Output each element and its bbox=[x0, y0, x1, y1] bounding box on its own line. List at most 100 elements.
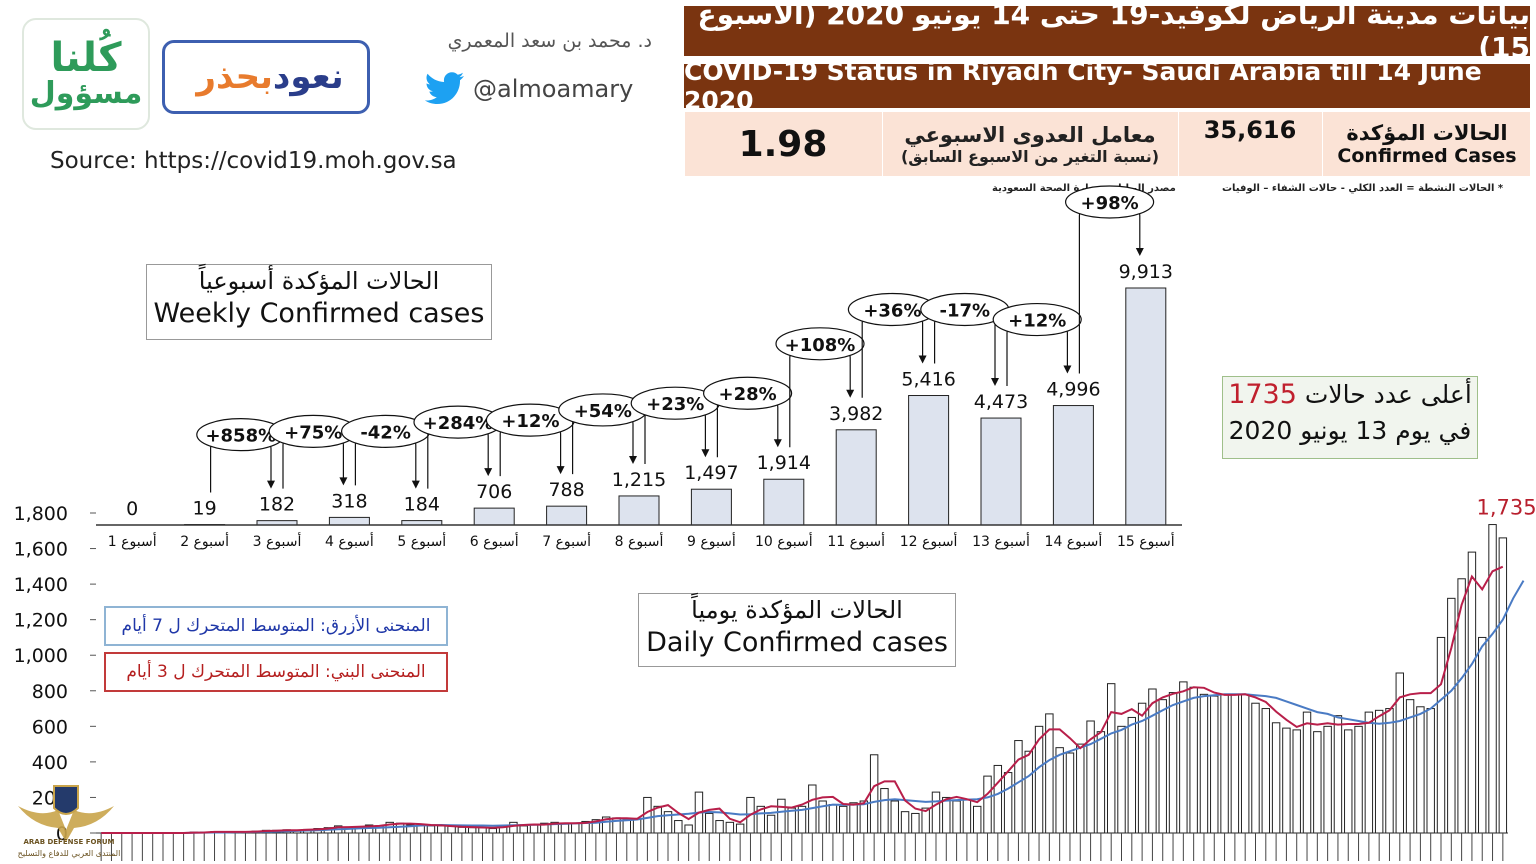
daily-bar bbox=[859, 800, 869, 834]
pct-change-arrowhead bbox=[411, 480, 420, 489]
weekly-value-label: 5,416 bbox=[901, 369, 955, 391]
daily-bar bbox=[1323, 725, 1332, 834]
daily-bar bbox=[1251, 702, 1260, 834]
daily-title-en: Daily Confirmed cases bbox=[646, 627, 948, 658]
logo1-line1: كُلنا bbox=[50, 35, 122, 81]
pct-change-label: +98% bbox=[1081, 193, 1139, 214]
weekly-bar bbox=[546, 505, 588, 526]
daily-bar bbox=[1106, 683, 1116, 834]
daily-bar bbox=[828, 804, 838, 834]
weekly-category-label: أسبوع 2 bbox=[180, 532, 229, 550]
confirmed-cases-label-ar: الحالات المؤكدة bbox=[1346, 121, 1508, 145]
weekly-category-label: أسبوع 9 bbox=[687, 532, 736, 550]
factor-value-cell: 1.98 bbox=[684, 112, 881, 176]
confirmed-label-cell: الحالات المؤكدة Confirmed Cases bbox=[1322, 112, 1531, 176]
daily-bar bbox=[1096, 731, 1106, 834]
weekly-value-label: 0 bbox=[126, 498, 138, 520]
pct-change-bubble bbox=[1064, 185, 1155, 219]
y-tick-label: 600 bbox=[32, 716, 68, 738]
watermark-arabic: المنتدى العربي للدفاع والتسليح bbox=[17, 849, 121, 858]
factor-label-cell: معامل العدوى الاسبوعي (نسبة التغير من ال… bbox=[882, 112, 1177, 176]
twitter-account[interactable]: @almoamary bbox=[425, 72, 633, 106]
pct-change-arrowhead bbox=[701, 449, 710, 458]
daily-bar bbox=[1467, 551, 1477, 834]
pct-change-label: +36% bbox=[863, 301, 921, 322]
weekly-category-label: أسبوع 10 bbox=[755, 532, 813, 550]
y-tick-label: 1,800 bbox=[14, 503, 68, 525]
daily-bar bbox=[1189, 686, 1198, 834]
pct-change-arrowhead bbox=[629, 455, 637, 464]
peak-line1-prefix: أعلى عدد حالات bbox=[1304, 380, 1472, 409]
daily-bars: 1,735 bbox=[100, 496, 1536, 861]
weekly-bar bbox=[763, 478, 805, 526]
pct-change-arrowhead bbox=[918, 355, 927, 364]
weekly-category-label: أسبوع 15 bbox=[1117, 532, 1175, 550]
daily-bar bbox=[869, 754, 879, 834]
weekly-bar bbox=[328, 516, 370, 526]
daily-bar bbox=[519, 825, 528, 834]
weekly-value-label: 1,914 bbox=[757, 452, 811, 474]
weekly-value-label: 788 bbox=[548, 479, 584, 501]
twitter-bird-icon bbox=[425, 72, 464, 104]
pct-change-label: +54% bbox=[574, 401, 632, 422]
pct-change-label: -42% bbox=[360, 422, 411, 443]
daily-bar bbox=[1374, 709, 1384, 834]
legend-3-day-average: المنحنى البني: المتوسط المتحرك ل 3 أيام bbox=[104, 652, 448, 692]
daily-bar bbox=[1426, 708, 1435, 834]
daily-bar bbox=[1271, 722, 1281, 834]
daily-bar bbox=[1478, 636, 1487, 834]
daily-bar bbox=[632, 818, 642, 834]
daily-bar bbox=[1199, 693, 1209, 834]
weekly-value-label: 3,982 bbox=[829, 403, 883, 425]
daily-bar bbox=[1055, 747, 1064, 834]
daily-bar bbox=[993, 764, 1003, 834]
daily-bar bbox=[684, 824, 693, 834]
daily-bar bbox=[1210, 695, 1219, 834]
pct-change-label: +284% bbox=[423, 413, 494, 434]
y-tick-label: 1,400 bbox=[14, 574, 68, 596]
daily-bar bbox=[962, 798, 972, 834]
daily-bar bbox=[880, 788, 889, 834]
weekly-value-label: 19 bbox=[193, 498, 217, 520]
twitter-handle[interactable]: @almoamary bbox=[473, 75, 634, 103]
peak-line2: في يوم 13 يونيو 2020 bbox=[1228, 416, 1472, 445]
daily-bar bbox=[1282, 727, 1291, 834]
daily-bar bbox=[942, 796, 951, 834]
daily-bar bbox=[1117, 725, 1126, 834]
daily-bar bbox=[1168, 692, 1178, 834]
pct-change-arrowhead bbox=[339, 477, 348, 486]
daily-bar bbox=[437, 825, 446, 834]
weekly-value-label: 4,473 bbox=[974, 391, 1028, 413]
logo1-line2: مسؤول bbox=[29, 76, 143, 111]
pct-change-bubble bbox=[775, 327, 865, 361]
daily-bar bbox=[1220, 693, 1229, 834]
daily-bar bbox=[529, 824, 539, 834]
daily-bar bbox=[911, 812, 920, 834]
daily-bar bbox=[653, 805, 662, 834]
weekly-bar bbox=[618, 495, 660, 526]
pct-change-arrowhead bbox=[1063, 365, 1072, 374]
weekly-value-label: 1,497 bbox=[684, 462, 738, 484]
daily-bar bbox=[766, 814, 776, 834]
weekly-bar bbox=[835, 429, 877, 526]
daily-bar bbox=[1292, 729, 1301, 834]
daily-bar bbox=[509, 821, 518, 834]
weekly-category-label: أسبوع 6 bbox=[470, 532, 519, 550]
daily-bar bbox=[488, 828, 498, 834]
weekly-chart: 0 أسبوع 1 19 أسبوع 2 182 أسبوع 3 318 أسبوع 4 184… bbox=[96, 185, 1182, 550]
weekly-category-label: أسبوع 14 bbox=[1045, 532, 1103, 550]
weekly-bar bbox=[1052, 405, 1094, 526]
daily-bar bbox=[674, 820, 683, 834]
logo2-word2: بحذر bbox=[196, 57, 273, 97]
peak-data-label: 1,735 bbox=[1476, 496, 1536, 520]
weekly-bar bbox=[1125, 287, 1167, 526]
daily-bar bbox=[643, 796, 652, 834]
pct-change-label: +858% bbox=[205, 426, 276, 447]
daily-bar bbox=[467, 827, 477, 834]
daily-bar bbox=[1127, 716, 1137, 834]
daily-bar bbox=[426, 825, 436, 834]
daily-bar bbox=[1148, 688, 1157, 834]
pct-change-bubble bbox=[702, 376, 793, 410]
daily-bar bbox=[1498, 537, 1508, 834]
